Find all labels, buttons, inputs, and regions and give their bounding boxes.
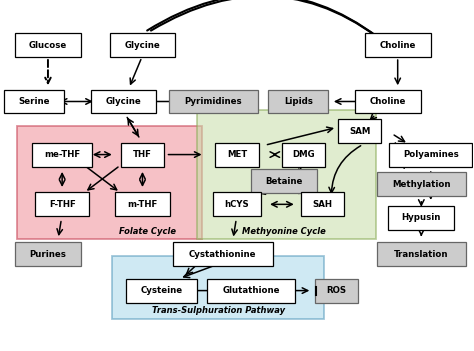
FancyBboxPatch shape bbox=[126, 279, 197, 303]
FancyBboxPatch shape bbox=[301, 192, 344, 216]
FancyBboxPatch shape bbox=[35, 192, 89, 216]
Text: Glutathione: Glutathione bbox=[222, 286, 280, 295]
FancyBboxPatch shape bbox=[213, 192, 261, 216]
FancyBboxPatch shape bbox=[389, 206, 454, 230]
FancyBboxPatch shape bbox=[377, 172, 465, 196]
Text: F-THF: F-THF bbox=[49, 200, 75, 209]
FancyBboxPatch shape bbox=[15, 242, 81, 266]
Text: Hypusin: Hypusin bbox=[401, 213, 441, 222]
FancyBboxPatch shape bbox=[251, 169, 317, 193]
FancyBboxPatch shape bbox=[112, 256, 324, 319]
Text: me-THF: me-THF bbox=[44, 150, 80, 159]
FancyBboxPatch shape bbox=[390, 143, 472, 166]
FancyBboxPatch shape bbox=[109, 33, 175, 57]
FancyBboxPatch shape bbox=[32, 143, 92, 166]
FancyBboxPatch shape bbox=[91, 90, 156, 113]
FancyBboxPatch shape bbox=[338, 119, 382, 143]
Text: Cystathionine: Cystathionine bbox=[189, 250, 256, 259]
Text: SAH: SAH bbox=[312, 200, 332, 209]
Text: Methyonine Cycle: Methyonine Cycle bbox=[242, 227, 326, 236]
Text: ROS: ROS bbox=[326, 286, 346, 295]
Text: Cysteine: Cysteine bbox=[140, 286, 182, 295]
Text: Serine: Serine bbox=[18, 97, 49, 106]
Text: MET: MET bbox=[227, 150, 247, 159]
Text: Choline: Choline bbox=[370, 97, 406, 106]
Text: Purines: Purines bbox=[29, 250, 66, 259]
FancyBboxPatch shape bbox=[282, 143, 325, 166]
FancyBboxPatch shape bbox=[365, 33, 430, 57]
Text: Pyrimidines: Pyrimidines bbox=[184, 97, 242, 106]
FancyBboxPatch shape bbox=[207, 279, 295, 303]
FancyBboxPatch shape bbox=[377, 242, 465, 266]
Text: Betaine: Betaine bbox=[265, 177, 303, 186]
Text: Trans-Sulphuration Pathway: Trans-Sulphuration Pathway bbox=[152, 306, 285, 316]
FancyBboxPatch shape bbox=[115, 192, 170, 216]
Text: Lipids: Lipids bbox=[284, 97, 313, 106]
Text: SAM: SAM bbox=[349, 127, 371, 136]
FancyBboxPatch shape bbox=[173, 242, 273, 266]
FancyBboxPatch shape bbox=[15, 33, 81, 57]
Text: m-THF: m-THF bbox=[128, 200, 157, 209]
Text: THF: THF bbox=[133, 150, 152, 159]
Text: Folate Cycle: Folate Cycle bbox=[118, 227, 176, 236]
Text: hCYS: hCYS bbox=[225, 200, 249, 209]
FancyBboxPatch shape bbox=[169, 90, 257, 113]
FancyBboxPatch shape bbox=[268, 90, 328, 113]
FancyBboxPatch shape bbox=[197, 110, 376, 239]
FancyBboxPatch shape bbox=[4, 90, 64, 113]
FancyBboxPatch shape bbox=[356, 90, 421, 113]
FancyBboxPatch shape bbox=[216, 143, 258, 166]
Text: Methylation: Methylation bbox=[392, 180, 451, 189]
FancyBboxPatch shape bbox=[17, 126, 201, 239]
Text: DMG: DMG bbox=[292, 150, 314, 159]
Text: Choline: Choline bbox=[380, 41, 416, 49]
Text: Glycine: Glycine bbox=[106, 97, 141, 106]
FancyBboxPatch shape bbox=[315, 279, 358, 303]
Text: Translation: Translation bbox=[394, 250, 448, 259]
Text: Glucose: Glucose bbox=[29, 41, 67, 49]
Text: Polyamines: Polyamines bbox=[403, 150, 459, 159]
FancyBboxPatch shape bbox=[121, 143, 164, 166]
Text: Glycine: Glycine bbox=[125, 41, 160, 49]
